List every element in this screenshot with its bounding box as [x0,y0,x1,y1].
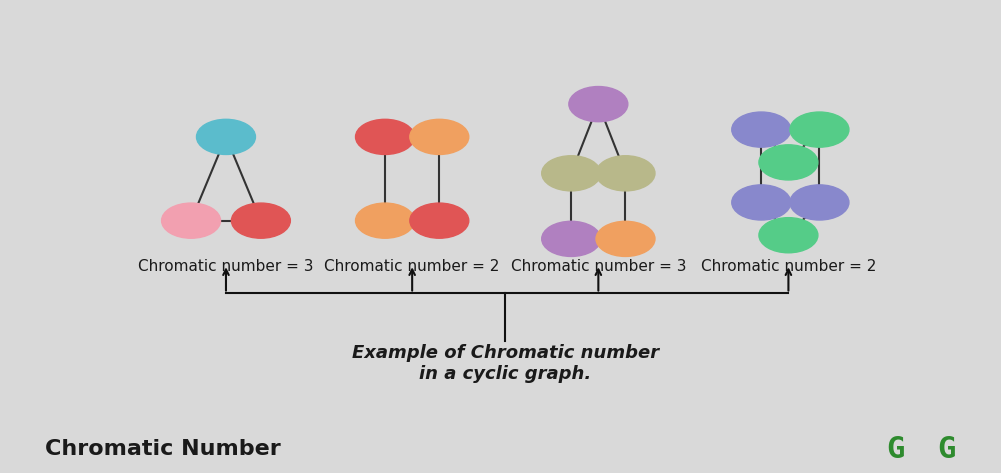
Ellipse shape [569,87,628,122]
Ellipse shape [409,203,468,238]
Text: Chromatic number = 2: Chromatic number = 2 [324,259,499,274]
Ellipse shape [196,119,255,155]
Ellipse shape [759,145,818,180]
Text: G: G [887,435,905,464]
Ellipse shape [732,185,791,220]
Ellipse shape [732,112,791,147]
Text: Chromatic number = 3: Chromatic number = 3 [511,259,686,274]
Ellipse shape [790,185,849,220]
Ellipse shape [596,221,655,256]
Text: Chromatic Number: Chromatic Number [45,438,281,458]
Text: G: G [937,435,955,464]
Ellipse shape [409,119,468,155]
Ellipse shape [542,221,601,256]
Ellipse shape [231,203,290,238]
Ellipse shape [596,156,655,191]
Ellipse shape [542,156,601,191]
Text: Chromatic number = 2: Chromatic number = 2 [701,259,876,274]
Text: Example of Chromatic number
in a cyclic graph.: Example of Chromatic number in a cyclic … [351,344,659,383]
Ellipse shape [355,119,414,155]
Ellipse shape [355,203,414,238]
Ellipse shape [759,218,818,253]
Text: Chromatic number = 3: Chromatic number = 3 [138,259,313,274]
Ellipse shape [161,203,220,238]
Ellipse shape [790,112,849,147]
